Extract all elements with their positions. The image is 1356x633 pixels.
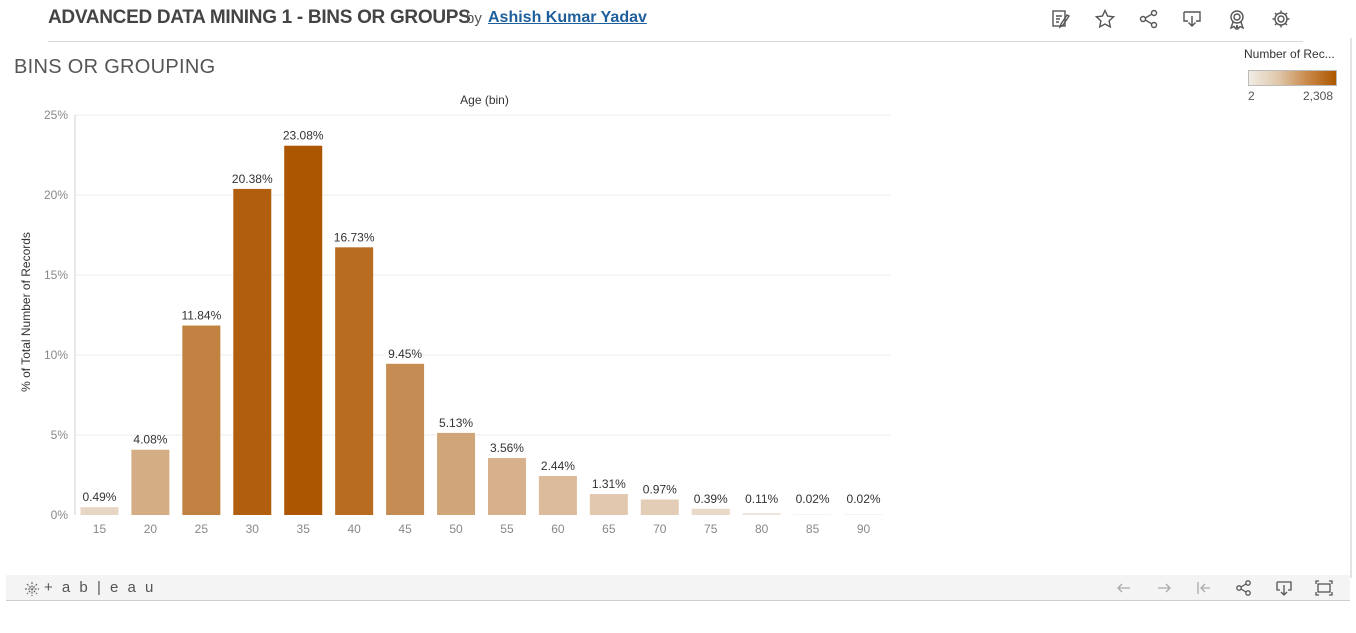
data-label: 9.45% [388,347,422,361]
bar [80,507,119,515]
bar [284,145,323,515]
fullscreen-icon[interactable] [1314,578,1334,598]
by-label: by [466,10,482,27]
author-link[interactable]: Ashish Kumar Yadav [488,9,647,26]
bar [182,325,221,515]
x-tick-label: 80 [755,522,769,536]
data-label: 4.08% [133,433,167,447]
data-label: 2.44% [541,459,575,473]
data-label: 3.56% [490,441,524,455]
x-tick-label: 20 [144,522,158,536]
x-tick-label: 50 [449,522,463,536]
share-icon[interactable] [1138,8,1160,30]
sheet-title: BINS OR GROUPING [14,56,216,78]
data-label: 0.49% [82,490,116,504]
chart-title: Age (bin) [460,93,509,107]
x-tick-label: 70 [653,522,667,536]
gear-icon[interactable] [1270,8,1292,30]
data-label: 11.84% [181,309,221,323]
share-icon[interactable] [1234,578,1254,598]
x-tick-label: 65 [602,522,616,536]
y-tick-label: 20% [44,188,68,202]
bar [844,514,883,515]
viz-header: ADVANCED DATA MINING 1 - BINS OR GROUPS … [0,0,1356,42]
bar [589,494,628,515]
bar [386,363,425,515]
bar [335,247,374,515]
viz-title: ADVANCED DATA MINING 1 - BINS OR GROUPS [48,7,471,28]
data-label: 0.02% [796,492,830,506]
x-tick-label: 25 [195,522,209,536]
bar-chart: 0% 5% 10% 15% 20% 25% Age (bin) % of Total Numb… [19,93,890,536]
y-tick-label: 5% [51,428,69,442]
x-tick-label: 75 [704,522,718,536]
undo-icon[interactable] [1114,578,1134,598]
y-axis-label: % of Total Number of Records [19,232,33,392]
legend-max-label: 2,308 [1303,89,1334,103]
download-icon[interactable] [1181,8,1203,30]
bar [538,475,577,515]
revert-icon[interactable] [1194,578,1214,598]
scrollbar[interactable] [1350,38,1352,578]
legend-min-label: 2 [1248,89,1255,103]
star-icon[interactable] [1094,8,1116,30]
legend-color-ramp [1248,70,1337,86]
y-tick-label: 25% [44,108,68,122]
download-icon[interactable] [1274,578,1294,598]
y-tick-label: 0% [51,508,69,522]
data-label: 16.73% [334,230,375,244]
x-tick-label: 90 [857,522,871,536]
edit-icon[interactable] [1050,8,1072,30]
header-divider [48,41,1303,42]
x-tick-label: 15 [93,522,107,536]
tableau-toolbar: + a b | e a u [6,575,1350,601]
redo-icon[interactable] [1154,578,1174,598]
data-label: 0.97% [643,482,677,496]
tableau-mark-icon [25,582,39,596]
y-tick-label: 15% [44,268,68,282]
bar [131,449,170,515]
legend-title: Number of Rec... [1244,47,1335,61]
bar [691,508,730,515]
bar [793,514,832,515]
x-tick-label: 60 [551,522,565,536]
data-label: 23.08% [283,129,324,143]
data-label: 0.39% [694,492,728,506]
x-tick-label: 55 [500,522,514,536]
y-tick-label: 10% [44,348,68,362]
bar [233,188,272,516]
data-label: 5.13% [439,416,473,430]
data-label: 0.02% [847,492,881,506]
x-tick-label: 35 [297,522,311,536]
data-label: 1.31% [592,477,626,491]
bar [437,432,476,515]
x-tick-label: 40 [347,522,361,536]
x-tick-label: 45 [398,522,412,536]
x-tick-label: 85 [806,522,820,536]
badge-icon[interactable] [1226,8,1248,31]
bar [487,458,526,515]
tableau-logo[interactable]: + a b | e a u [25,579,156,596]
bar [640,499,679,515]
data-label: 20.38% [232,172,273,186]
bar [742,513,781,515]
data-label: 0.11% [745,492,778,506]
x-tick-label: 30 [246,522,260,536]
